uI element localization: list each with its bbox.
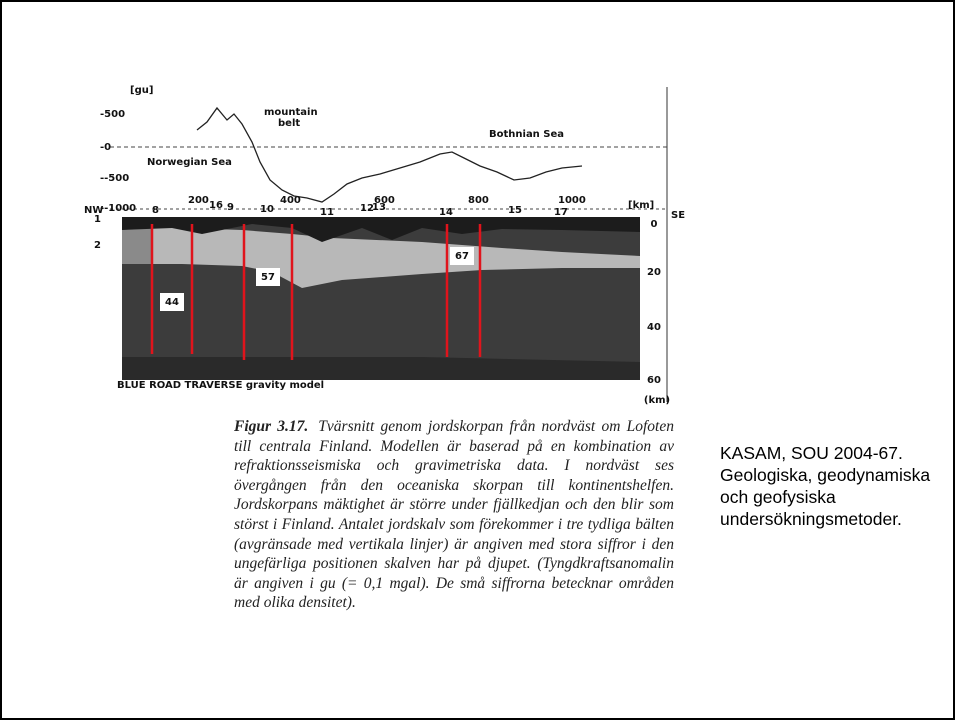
region-label: belt bbox=[278, 118, 300, 129]
gravity-unit: [gu] bbox=[130, 85, 153, 96]
source-note: KASAM, SOU 2004-67. Geologiska, geodynam… bbox=[720, 443, 931, 529]
depth-tick: 0 bbox=[651, 219, 658, 230]
figure-caption: Figur 3.17. Tvärsnitt genom jordskorpan f… bbox=[234, 417, 674, 613]
km-tick: 200 bbox=[188, 195, 209, 206]
depth-tick: 20 bbox=[647, 267, 661, 278]
zone-number: 9 bbox=[227, 202, 234, 213]
depth-tick: 40 bbox=[647, 322, 661, 333]
zone-number: 14 bbox=[439, 207, 453, 218]
caption-label: Figur 3.17. bbox=[234, 418, 309, 435]
region-label: mountain bbox=[264, 107, 318, 118]
zone-number: 13 bbox=[372, 202, 386, 213]
oceanic-layer bbox=[122, 227, 152, 264]
region-label: Bothnian Sea bbox=[489, 129, 564, 140]
top-layer bbox=[122, 217, 640, 242]
count-box bbox=[256, 268, 280, 286]
region-label: Norwegian Sea bbox=[147, 157, 232, 168]
count-box bbox=[160, 293, 184, 311]
km-tick: 600 bbox=[374, 195, 395, 206]
gravity-curve bbox=[196, 106, 583, 203]
zone-number: 8 bbox=[152, 205, 159, 216]
zone-number: 10 bbox=[260, 204, 274, 215]
layer-number: 1 bbox=[94, 214, 101, 225]
km-tick: 800 bbox=[468, 195, 489, 206]
earthquake-count: 44 bbox=[165, 297, 179, 308]
layer-number: 2 bbox=[94, 240, 101, 251]
direction-label: NW bbox=[84, 205, 103, 216]
earthquake-count: 67 bbox=[455, 251, 469, 262]
direction-label: SE bbox=[671, 210, 685, 221]
mantle-layer bbox=[122, 357, 640, 380]
count-box bbox=[450, 247, 474, 265]
gravity-tick: -500 bbox=[100, 109, 125, 120]
km-tick: 400 bbox=[280, 195, 301, 206]
zone-number: 15 bbox=[508, 205, 522, 216]
caption-text: Tvärsnitt genom jordskorpan från nordväs… bbox=[234, 418, 674, 612]
zone-number: 11 bbox=[320, 207, 334, 218]
gravity-tick: --500 bbox=[100, 173, 129, 184]
zone-number: 16 bbox=[209, 200, 223, 211]
depth-unit: (km) bbox=[644, 395, 670, 406]
zone-number: 17 bbox=[554, 207, 568, 218]
gravity-tick: --1000 bbox=[100, 203, 136, 214]
depth-scale-box bbox=[640, 217, 667, 385]
km-unit: [km] bbox=[628, 200, 654, 211]
model-title: BLUE ROAD TRAVERSE gravity model bbox=[117, 380, 324, 391]
km-tick: 1000 bbox=[558, 195, 586, 206]
depth-tick: 60 bbox=[647, 375, 661, 386]
earthquake-count: 57 bbox=[261, 272, 275, 283]
upper-crust-layer bbox=[122, 227, 640, 288]
zone-number: 12 bbox=[360, 203, 374, 214]
gravity-tick: -0 bbox=[100, 142, 111, 153]
